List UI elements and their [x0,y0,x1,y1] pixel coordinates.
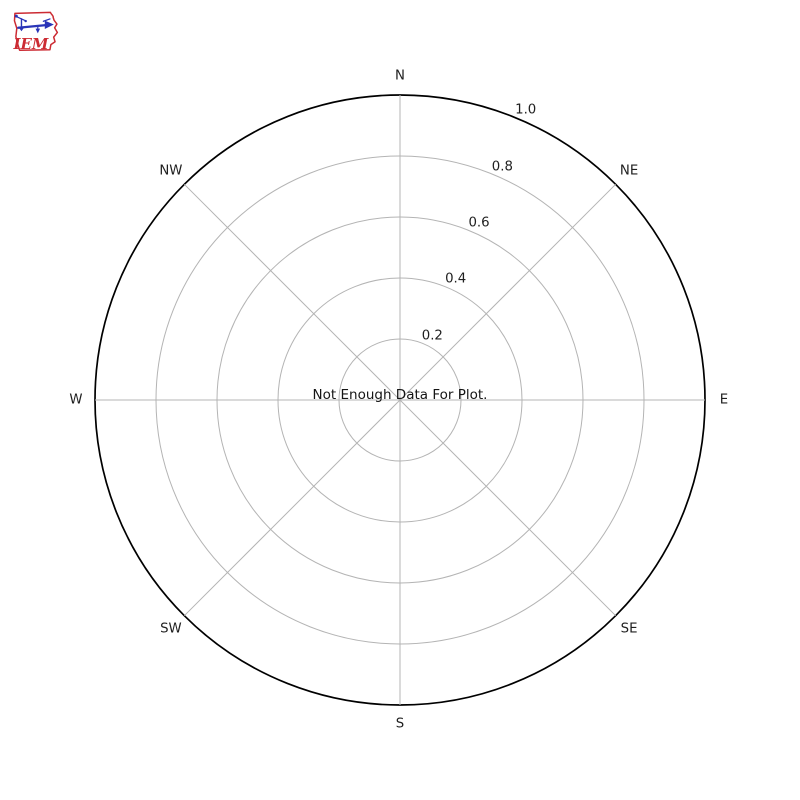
weather-station-icon [14,14,54,34]
grid-spoke [399,399,617,617]
grid-spoke [183,183,401,401]
iowa-outline-icon [13,11,59,51]
grid-spoke [399,183,617,401]
grid-spoke [183,399,401,617]
no-data-message: Not Enough Data For Plot. [312,387,488,403]
logo-text: IEM [13,35,49,53]
iem-logo: IEM [13,11,59,53]
